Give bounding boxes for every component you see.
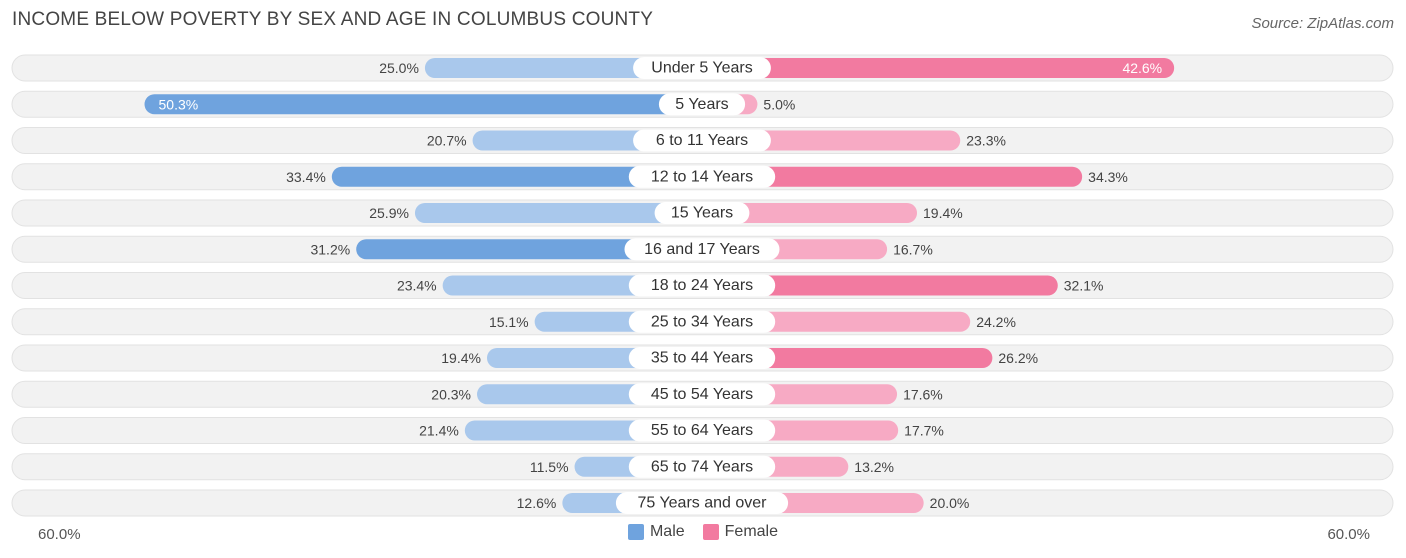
male-value-label: 19.4% [441, 350, 481, 366]
male-value-label: 20.7% [427, 133, 467, 149]
category-label: 6 to 11 Years [656, 132, 748, 149]
bar-male [144, 94, 703, 115]
category-pill [628, 455, 776, 478]
bar-male [331, 166, 702, 187]
male-value-label: 15.1% [489, 314, 529, 330]
category-pill [628, 347, 776, 369]
female-value-label: 5.0% [763, 96, 795, 112]
category-label: 15 Years [671, 205, 733, 222]
male-value-label: 25.0% [379, 60, 419, 76]
category-label: 35 to 44 Years [651, 350, 753, 367]
category-label: 75 Years and over [638, 495, 768, 512]
legend-item-male: Male [627, 523, 685, 541]
category-pill [654, 202, 750, 224]
category-label: 65 to 74 Years [651, 458, 753, 475]
category-pill [628, 165, 776, 188]
legend: Male Female [0, 523, 1406, 541]
legend-label-female: Female [724, 523, 779, 540]
chart-title: INCOME BELOW POVERTY BY SEX AND AGE IN C… [12, 9, 654, 30]
female-value-label: 17.7% [904, 423, 944, 439]
source-note: Source: ZipAtlas.com [1251, 15, 1394, 32]
bar-female [702, 166, 1083, 187]
female-value-label: 23.3% [966, 133, 1006, 149]
category-pill [633, 57, 771, 79]
legend-label-male: Male [649, 523, 685, 540]
category-label: 16 and 17 Years [644, 241, 760, 258]
category-pill [658, 93, 746, 116]
male-value-label: 21.4% [419, 423, 459, 439]
bar-female [702, 275, 1058, 296]
category-pill [615, 492, 789, 514]
female-value-label: 24.2% [976, 314, 1016, 330]
category-pill [628, 310, 776, 333]
bar-male [414, 203, 702, 223]
bar-male [424, 58, 702, 78]
female-value-label: 16.7% [893, 241, 933, 257]
bar-female [702, 203, 918, 223]
bar-male [356, 239, 702, 260]
category-label: 25 to 34 Years [651, 313, 753, 330]
legend-item-female: Female [702, 523, 779, 541]
male-value-label: 23.4% [397, 278, 437, 294]
male-value-label: 11.5% [530, 459, 569, 475]
category-label: Under 5 Years [651, 60, 752, 77]
category-label: 18 to 24 Years [651, 277, 753, 294]
female-value-label: 42.6% [1122, 60, 1162, 76]
bar-female [702, 348, 993, 368]
legend-swatch-male [627, 524, 644, 540]
category-pill [628, 383, 776, 406]
female-value-label: 26.2% [998, 350, 1038, 366]
category-label: 45 to 54 Years [651, 386, 753, 403]
category-pill [628, 274, 776, 297]
category-pill [628, 419, 776, 442]
male-value-label: 31.2% [310, 241, 350, 257]
male-value-label: 12.6% [517, 495, 557, 511]
female-value-label: 17.6% [903, 386, 943, 402]
category-pill [633, 129, 771, 152]
female-value-label: 13.2% [854, 459, 894, 475]
category-label: 55 to 64 Years [651, 422, 753, 439]
female-value-label: 20.0% [930, 495, 970, 511]
female-value-label: 34.3% [1088, 169, 1128, 185]
axis-left-max-label: 60.0% [38, 526, 81, 543]
category-label: 5 Years [675, 96, 728, 113]
female-value-label: 19.4% [923, 205, 963, 221]
bar-female [702, 58, 1175, 78]
category-pill [624, 238, 780, 261]
female-value-label: 32.1% [1064, 278, 1104, 294]
axis-right-max-label: 60.0% [1327, 526, 1370, 543]
category-label: 12 to 14 Years [651, 168, 753, 185]
legend-swatch-female [702, 524, 719, 540]
male-value-label: 25.9% [369, 205, 409, 221]
male-value-label: 50.3% [159, 96, 199, 112]
male-value-label: 33.4% [286, 169, 326, 185]
male-value-label: 20.3% [431, 386, 471, 402]
